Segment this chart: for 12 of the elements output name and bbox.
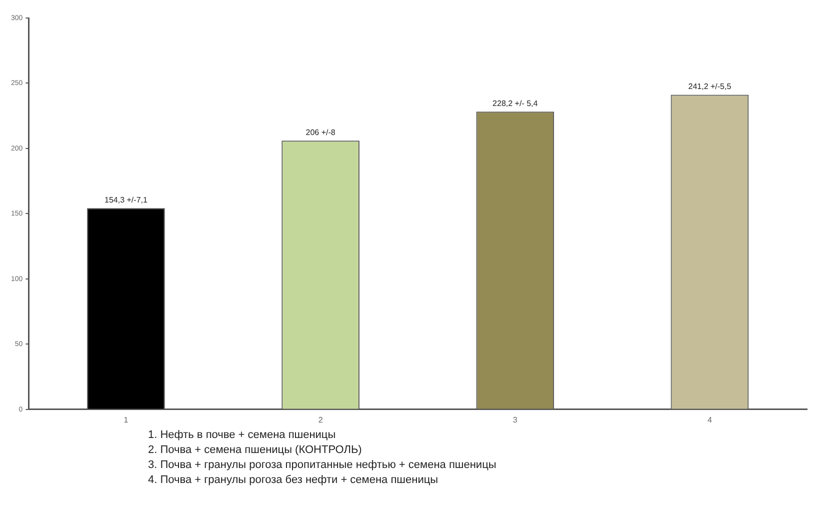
data-label: 206 +/-8 xyxy=(306,128,336,137)
text: 4. Почва + гранулы рогоза без нефти + семена пшеницы xyxy=(148,473,440,488)
x-tick-label: 4 xyxy=(707,415,712,424)
data-label: 241,2 +/-5,5 xyxy=(688,82,732,91)
x-tick-label: 2 xyxy=(318,415,324,424)
x-tick-label: 1 xyxy=(124,415,129,424)
text: 2. Почва + семена пшеницы (КОНТРОЛЬ) xyxy=(148,443,363,458)
x-tick-label: 3 xyxy=(512,415,518,424)
text: 1. Нефть в почве + семена пшеницы xyxy=(148,428,337,443)
data-label: 154,3 +/-7,1 xyxy=(104,195,148,204)
text: 3. Почва + гранулы рогоза пропитанные нефтью + семена пшеницы xyxy=(148,458,498,473)
data-label: 228,2 +/- 5,4 xyxy=(492,98,538,108)
